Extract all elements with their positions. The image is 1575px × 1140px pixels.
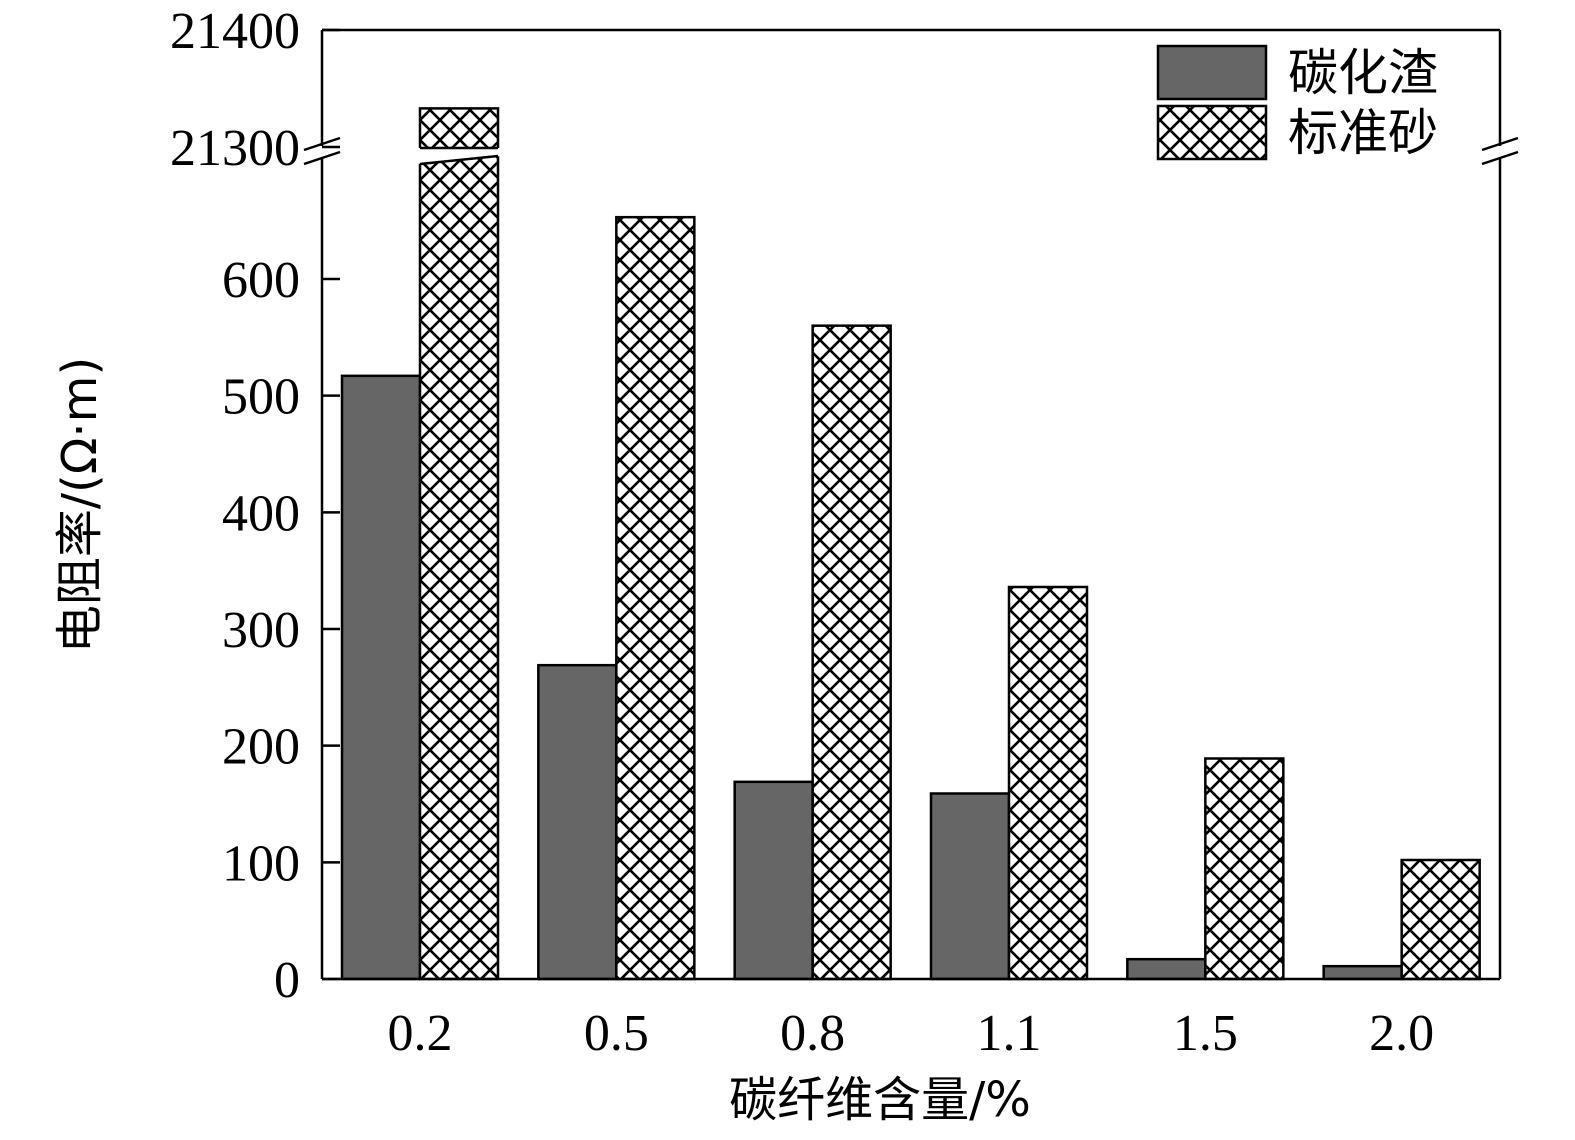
y-tick-label-100: 100	[222, 835, 300, 892]
y-tick-label-0: 0	[274, 952, 300, 1009]
x-tick-label-0.8: 0.8	[780, 1005, 845, 1062]
x-tick-label-1.5: 1.5	[1173, 1005, 1238, 1062]
bar-series-2-0.5	[615, 215, 696, 981]
y-tick-label-21400: 21400	[170, 3, 300, 60]
y-axis-break-mark	[303, 136, 341, 166]
axis-break-layer	[417, 146, 501, 166]
x-axis-title: 碳纤维含量/%	[729, 1072, 1031, 1128]
bar-series-1-1.1	[929, 792, 1011, 981]
bar-series-2-0.2	[418, 107, 500, 981]
bar-series-2-1.5	[1204, 757, 1285, 981]
y-tick-label-400: 400	[222, 485, 300, 542]
x-tick-label-0.5: 0.5	[584, 1005, 649, 1062]
legend: 碳化渣 标准砂	[1156, 44, 1438, 162]
x-tick-label-2.0: 2.0	[1369, 1005, 1434, 1062]
bar-series-2-0.8	[811, 324, 892, 981]
legend-swatch-series-1	[1156, 44, 1268, 101]
bar-series-2-2.0	[1400, 858, 1481, 981]
bars-layer	[340, 107, 1481, 981]
x-tick-label-1.1: 1.1	[977, 1005, 1042, 1062]
bar-series-1-2.0	[1322, 964, 1403, 981]
bar-series-1-0.8	[733, 780, 814, 981]
legend-swatch-series-2	[1156, 104, 1268, 161]
right-axis-break-mark	[1481, 136, 1519, 166]
legend-label-series-2: 标准砂	[1288, 104, 1438, 162]
y-tick-label-500: 500	[222, 369, 300, 426]
y-tick-label-300: 300	[222, 602, 300, 659]
bar-break-gap-0.2	[417, 148, 501, 164]
y-tick-label-600: 600	[222, 252, 300, 309]
ticks-layer: 0 100 200 300 400 500 600 21300 21400 0.2 0.5 0.8 1.…	[170, 3, 1434, 1062]
bar-series-2-1.1	[1007, 585, 1089, 981]
x-tick-label-0.2: 0.2	[388, 1005, 453, 1062]
legend-label-series-1: 碳化渣	[1288, 44, 1438, 102]
bar-series-1-0.2	[340, 374, 422, 981]
bar-series-1-0.5	[537, 663, 618, 981]
y-tick-label-200: 200	[222, 719, 300, 776]
plot-frame	[303, 28, 1519, 981]
bar-break-edge-0.2	[419, 146, 499, 166]
y-tick-label-21300: 21300	[170, 120, 300, 177]
bar-series-1-1.5	[1126, 957, 1207, 981]
y-axis-title: 电阻率/(Ω·m)	[52, 357, 108, 653]
